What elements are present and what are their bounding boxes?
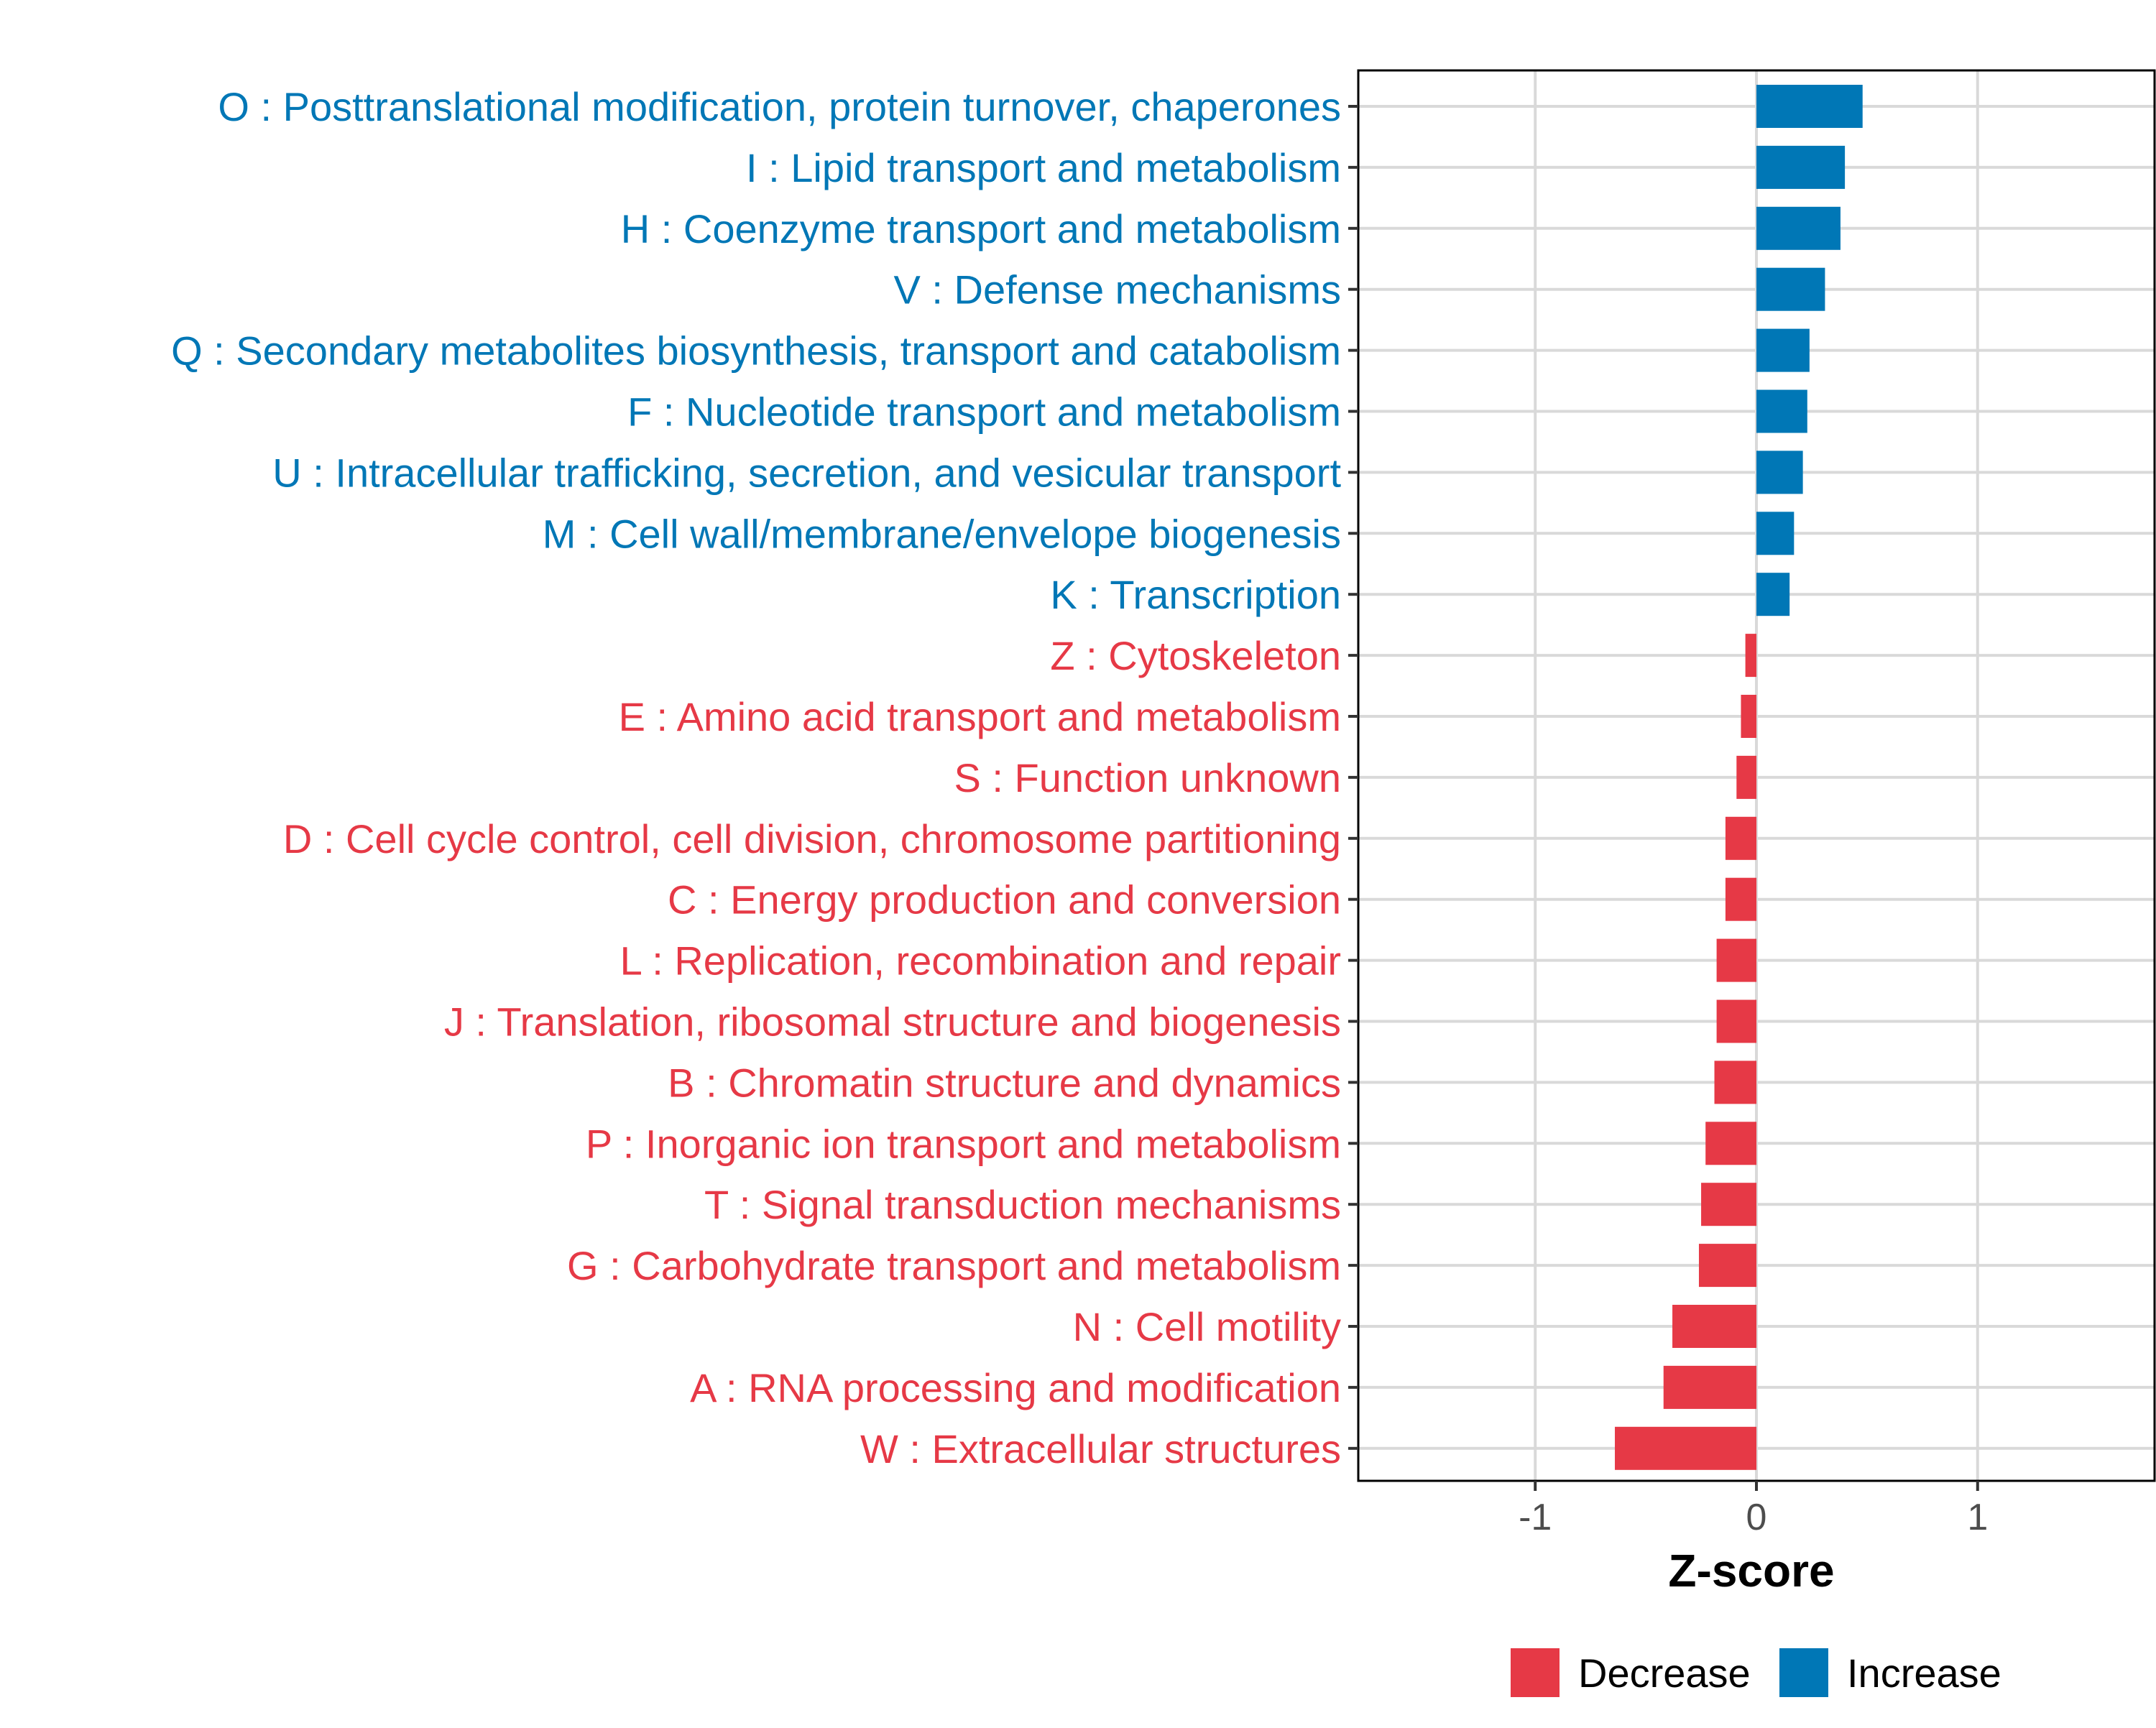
category-label: L : Replication, recombination and repai…	[620, 938, 1341, 984]
bar	[1701, 1183, 1756, 1226]
bar	[1756, 389, 1807, 433]
x-tick-label: -1	[1519, 1497, 1552, 1538]
category-label: E : Amino acid transport and metabolism	[619, 694, 1341, 739]
category-label: I : Lipid transport and metabolism	[746, 145, 1341, 190]
x-axis: -1 0 1	[1519, 1481, 1988, 1538]
category-label: N : Cell motility	[1073, 1304, 1341, 1349]
bar	[1756, 451, 1803, 494]
bar	[1716, 938, 1756, 982]
category-label: V : Defense mechanisms	[894, 267, 1341, 313]
bar	[1663, 1365, 1756, 1409]
bar	[1741, 695, 1756, 738]
legend: Decrease Increase	[1511, 1648, 2001, 1697]
bar	[1756, 206, 1841, 250]
bar	[1714, 1061, 1756, 1104]
category-label: Z : Cytoskeleton	[1050, 633, 1341, 678]
legend-swatch	[1779, 1648, 1828, 1697]
bar	[1756, 145, 1846, 189]
y-axis: O : Posttranslational modification, prot…	[171, 84, 1358, 1471]
bar	[1756, 85, 1863, 128]
category-label: B : Chromatin structure and dynamics	[668, 1060, 1341, 1105]
category-label: J : Translation, ribosomal structure and…	[444, 999, 1341, 1045]
bar	[1725, 816, 1756, 860]
category-label: T : Signal transduction mechanisms	[704, 1182, 1341, 1227]
category-label: C : Energy production and conversion	[668, 877, 1341, 923]
bar	[1756, 573, 1790, 616]
category-label: D : Cell cycle control, cell division, c…	[283, 816, 1341, 861]
bar	[1756, 267, 1825, 311]
x-axis-title: Z-score	[1668, 1545, 1834, 1597]
category-label: O : Posttranslational modification, prot…	[218, 84, 1341, 129]
bar	[1672, 1305, 1756, 1348]
bar	[1716, 999, 1756, 1043]
x-tick-label: 1	[1967, 1497, 1988, 1538]
bar	[1736, 755, 1756, 799]
bar	[1756, 512, 1795, 555]
category-label: U : Intracellular trafficking, secretion…	[272, 450, 1341, 495]
category-label: W : Extracellular structures	[860, 1426, 1341, 1471]
category-label: M : Cell wall/membrane/envelope biogenes…	[543, 511, 1341, 556]
bar	[1615, 1426, 1756, 1470]
category-label: G : Carbohydrate transport and metabolis…	[567, 1243, 1341, 1288]
x-tick-label: 0	[1746, 1497, 1767, 1538]
category-label: K : Transcription	[1050, 572, 1341, 617]
bar	[1756, 328, 1810, 372]
category-label: P : Inorganic ion transport and metaboli…	[586, 1121, 1341, 1166]
category-label: A : RNA processing and modification	[690, 1365, 1341, 1410]
legend-label: Increase	[1847, 1650, 2001, 1696]
legend-label: Decrease	[1578, 1650, 1751, 1696]
bar	[1698, 1244, 1756, 1288]
category-label: S : Function unknown	[954, 755, 1341, 800]
legend-swatch	[1511, 1648, 1560, 1697]
bar	[1725, 877, 1756, 921]
category-label: Q : Secondary metabolites biosynthesis, …	[171, 328, 1341, 374]
bar	[1705, 1122, 1756, 1165]
bars	[1615, 85, 1863, 1470]
category-label: H : Coenzyme transport and metabolism	[621, 206, 1341, 251]
bar	[1745, 634, 1756, 678]
category-label: F : Nucleotide transport and metabolism	[627, 389, 1341, 435]
